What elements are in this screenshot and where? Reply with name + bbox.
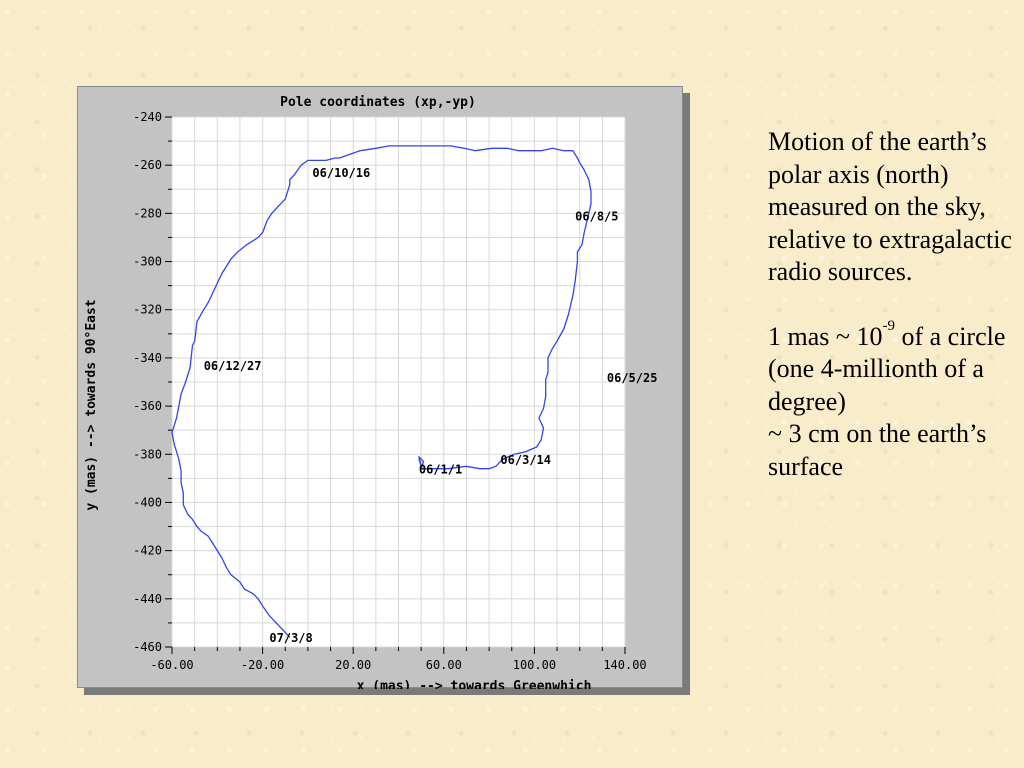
mas-text-end: of a circle (one 4-millionth of a degree… [768,321,1006,416]
axis-ticks: -240 -260 -280 -300 -320 -340 -360 -380 -400 -420… [133,110,647,672]
series-line-pole-path [171,145,592,638]
x-tick-label: 20.00 [335,658,371,672]
y-tick-label: -280 [133,206,162,220]
paragraph-gap [768,289,1018,321]
pole-chart: -240 -260 -280 -300 -320 -340 -360 -380 -400 -420… [77,86,683,689]
x-tick-label: -20.00 [241,658,284,672]
date-annotation: 06/1/1 [419,463,462,477]
mas-exponent: -9 [882,317,895,334]
series-layer [171,145,592,638]
x-tick-label: 100.00 [513,658,556,672]
date-annotation: 07/3/8 [269,631,312,645]
y-tick-label: -380 [133,447,162,461]
y-tick-label: -440 [133,592,162,606]
y-tick-label: -320 [133,303,162,317]
date-annotation: 06/5/25 [607,371,658,385]
y-tick-label: -400 [133,495,162,509]
y-tick-label: -240 [133,110,162,124]
y-tick-label: -300 [133,255,162,269]
x-tick-label: 60.00 [426,658,462,672]
chart-svg: -240 -260 -280 -300 -320 -340 -360 -380 -400 -420… [84,95,658,689]
y-tick-label: -340 [133,351,162,365]
y-tick-label: -460 [133,640,162,654]
annotation-layer: 06/10/16 06/8/5 06/12/27 06/5/25 06/3/14 06/1… [204,166,658,645]
x-axis-label: x (mas) --> towards Greenwhich [357,679,592,689]
date-annotation: 06/3/14 [500,453,551,467]
y-tick-label: -260 [133,158,162,172]
y-axis-label: y (mas) --> towards 90°East [84,299,99,510]
grid-lines [171,116,626,648]
x-tick-label: 140.00 [603,658,646,672]
description-text: Motion of the earth’s polar axis (north)… [768,126,1018,483]
description-paragraph-mas: 1 mas ~ 10-9 of a circle (one 4-milliont… [768,317,1018,419]
date-annotation: 06/8/5 [575,210,618,224]
y-tick-label: -360 [133,399,162,413]
y-tick-label: -420 [133,544,162,558]
chart-title: Pole coordinates (xp,-yp) [280,95,476,110]
description-paragraph-motion: Motion of the earth’s polar axis (north)… [768,127,1012,286]
description-paragraph-surface: ~ 3 cm on the earth’s surface [768,419,987,481]
mas-text-start: 1 mas ~ 10 [768,321,883,351]
x-tick-label: -60.00 [150,658,193,672]
date-annotation: 06/12/27 [204,359,262,373]
date-annotation: 06/10/16 [312,166,370,180]
